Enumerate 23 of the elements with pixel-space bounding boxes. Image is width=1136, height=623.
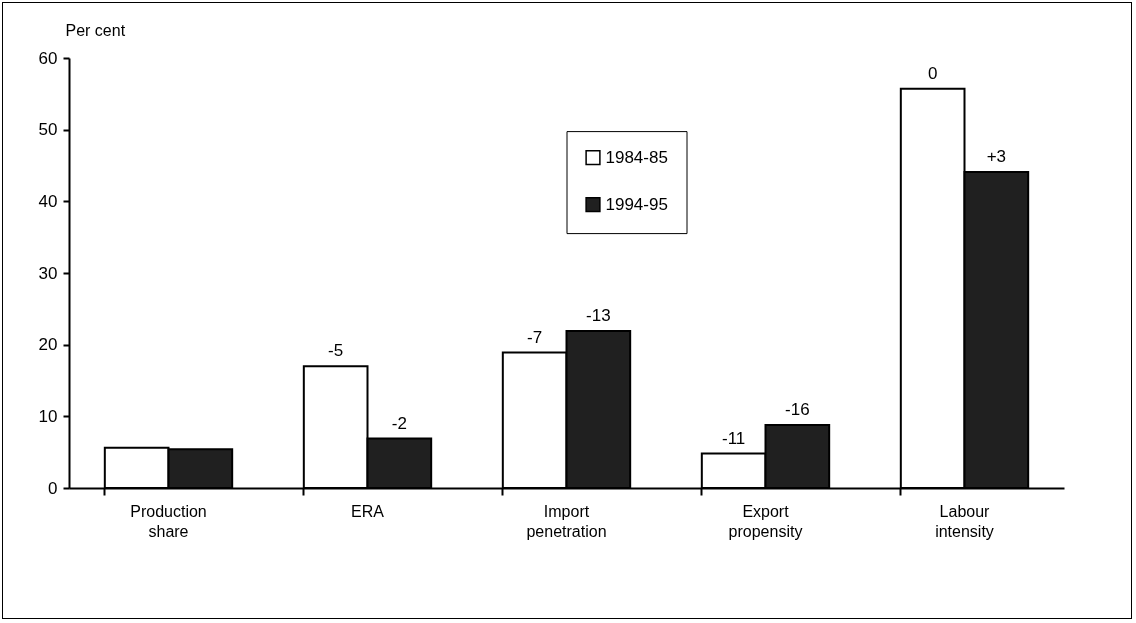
y-tick-label: 40: [38, 191, 58, 211]
annotation: -13: [586, 306, 611, 326]
x-tick-label: ERA: [351, 502, 385, 520]
annotation: +3: [986, 146, 1007, 166]
y-tick-label: 50: [38, 120, 58, 140]
legend-label: 1994-95: [605, 194, 668, 214]
annotation: -5: [328, 341, 344, 361]
annotation: -16: [785, 399, 810, 419]
y-tick-label: 60: [38, 48, 58, 68]
y-tick-label: 20: [38, 335, 58, 355]
x-tick-label: Labour intensity: [935, 502, 994, 540]
y-tick-label: 10: [38, 406, 58, 426]
annotation: -11: [722, 428, 746, 448]
annotation: 0: [927, 63, 938, 83]
annotation: -7: [527, 327, 543, 347]
y-tick-label: 0: [48, 478, 58, 498]
annotation: -2: [391, 413, 407, 433]
x-tick-label: Production share: [130, 502, 207, 540]
legend-label: 1984-85: [605, 147, 668, 167]
x-tick-label: Import penetration: [526, 502, 607, 540]
x-tick-label: Export propensity: [728, 502, 803, 540]
y-axis-title: Per cent: [65, 21, 126, 39]
y-tick-label: 30: [38, 263, 58, 283]
